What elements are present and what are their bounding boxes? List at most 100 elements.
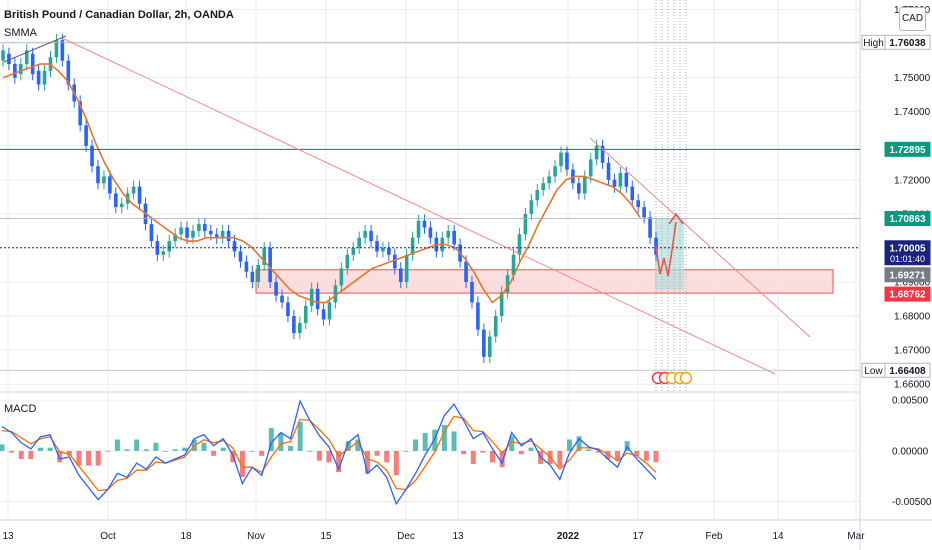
candle[interactable] [535, 183, 540, 207]
candle[interactable] [553, 160, 557, 183]
candle[interactable] [274, 275, 278, 302]
candle[interactable] [541, 177, 546, 197]
candle[interactable] [375, 234, 379, 258]
candle[interactable] [24, 44, 29, 71]
candle[interactable] [428, 221, 433, 244]
candle[interactable] [357, 231, 361, 255]
candle[interactable] [470, 275, 474, 309]
candle[interactable] [1, 44, 5, 67]
projection-tag[interactable]: 1.70863 [884, 211, 931, 227]
short-downtrend-line[interactable] [589, 137, 811, 338]
candle[interactable] [517, 228, 522, 261]
candle[interactable] [256, 258, 261, 289]
candle[interactable] [369, 224, 373, 248]
candle[interactable] [113, 187, 118, 214]
candle[interactable] [167, 234, 172, 258]
candle[interactable] [292, 309, 296, 340]
candle[interactable] [315, 282, 320, 316]
candle[interactable] [303, 299, 308, 329]
candle[interactable] [482, 323, 486, 364]
candle[interactable] [630, 180, 635, 207]
candle[interactable] [220, 224, 225, 244]
candle[interactable] [119, 197, 124, 214]
candle[interactable] [90, 139, 94, 173]
candle[interactable] [600, 139, 605, 169]
candle[interactable] [363, 224, 367, 244]
candle[interactable] [487, 330, 492, 364]
candle[interactable] [30, 47, 35, 81]
candle[interactable] [280, 289, 284, 309]
candle[interactable] [393, 248, 397, 275]
candle[interactable] [42, 64, 47, 91]
candle[interactable] [96, 160, 100, 190]
zone-top-tag[interactable]: 1.69271 [884, 267, 931, 283]
candle[interactable] [36, 64, 41, 91]
candle[interactable] [476, 296, 480, 336]
candle[interactable] [78, 95, 82, 132]
candle[interactable] [636, 194, 640, 214]
candle[interactable] [244, 255, 249, 278]
candle[interactable] [559, 146, 563, 173]
candle[interactable] [606, 156, 611, 186]
candle[interactable] [309, 282, 314, 312]
candle[interactable] [642, 200, 646, 224]
candle[interactable] [173, 228, 177, 248]
event-marker-icon[interactable] [679, 371, 693, 385]
low-tag[interactable]: 1.66408 Low [861, 362, 931, 378]
candle[interactable] [416, 214, 421, 244]
candle[interactable] [298, 316, 302, 340]
candle[interactable] [149, 217, 154, 248]
candle[interactable] [505, 269, 510, 299]
candle[interactable] [137, 180, 142, 210]
high-tag[interactable]: 1.76038 High [861, 34, 931, 50]
candle[interactable] [203, 217, 207, 238]
candle[interactable] [612, 173, 617, 193]
candle[interactable] [179, 221, 183, 241]
candle[interactable] [381, 241, 385, 258]
candle[interactable] [499, 286, 504, 323]
candle[interactable] [286, 296, 290, 323]
candle[interactable] [410, 231, 415, 261]
candle[interactable] [648, 211, 652, 244]
candle[interactable] [262, 241, 266, 272]
zone-bottom-tag[interactable]: 1.68762 [884, 286, 931, 302]
candle[interactable] [54, 34, 59, 64]
candle[interactable] [577, 177, 581, 200]
candle[interactable] [161, 245, 166, 261]
candle[interactable] [102, 170, 106, 190]
candle[interactable] [345, 248, 350, 275]
candle[interactable] [214, 228, 219, 244]
candle[interactable] [108, 170, 112, 200]
candle[interactable] [19, 57, 23, 81]
candle[interactable] [565, 146, 569, 176]
top-channel-line[interactable] [3, 35, 67, 63]
candle[interactable] [339, 262, 344, 292]
candle[interactable] [529, 194, 534, 221]
candle[interactable] [422, 214, 427, 234]
candle[interactable] [13, 57, 17, 84]
candle[interactable] [84, 119, 88, 152]
candle[interactable] [333, 279, 338, 309]
candle[interactable] [387, 241, 391, 261]
candle[interactable] [327, 296, 332, 326]
indicator-label[interactable]: SMMA [4, 27, 37, 39]
candle[interactable] [226, 224, 231, 248]
projection-box[interactable] [655, 218, 684, 291]
projection-path[interactable] [655, 221, 677, 277]
candle[interactable] [582, 170, 587, 200]
candle[interactable] [321, 303, 326, 326]
candle[interactable] [446, 224, 451, 244]
candle[interactable] [452, 224, 456, 251]
candle[interactable] [131, 180, 136, 200]
candles-layer[interactable] [1, 34, 658, 364]
macd-layer[interactable] [0, 399, 659, 506]
candle[interactable] [588, 153, 593, 183]
candle[interactable] [268, 241, 272, 289]
candle[interactable] [197, 217, 201, 238]
candle[interactable] [571, 163, 575, 190]
candle[interactable] [523, 207, 528, 241]
candle[interactable] [351, 241, 356, 261]
candle[interactable] [618, 166, 623, 193]
currency-badge[interactable]: CAD [899, 7, 926, 31]
